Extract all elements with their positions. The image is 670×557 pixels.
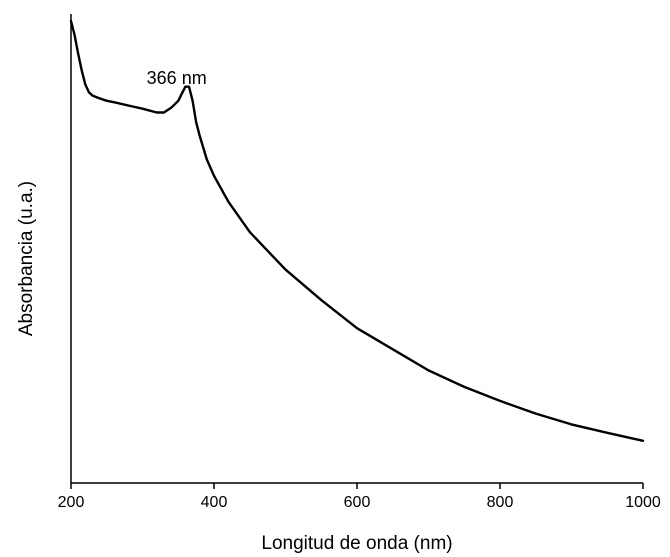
plot-area: 200 400 600 800 1000 366 nm — [58, 14, 661, 511]
x-axis-ticks: 200 400 600 800 1000 — [58, 483, 661, 511]
x-tick-label: 600 — [344, 494, 371, 511]
absorbance-series-line — [69, 19, 645, 442]
x-axis-title: Longitud de onda (nm) — [261, 533, 452, 554]
x-tick-label: 1000 — [625, 494, 661, 511]
x-tick-label: 800 — [487, 494, 514, 511]
x-tick-label: 400 — [201, 494, 228, 511]
peak-annotation: 366 nm — [147, 68, 207, 88]
y-axis-title: Absorbancia (u.a.) — [16, 181, 37, 336]
x-tick-label: 200 — [58, 494, 85, 511]
